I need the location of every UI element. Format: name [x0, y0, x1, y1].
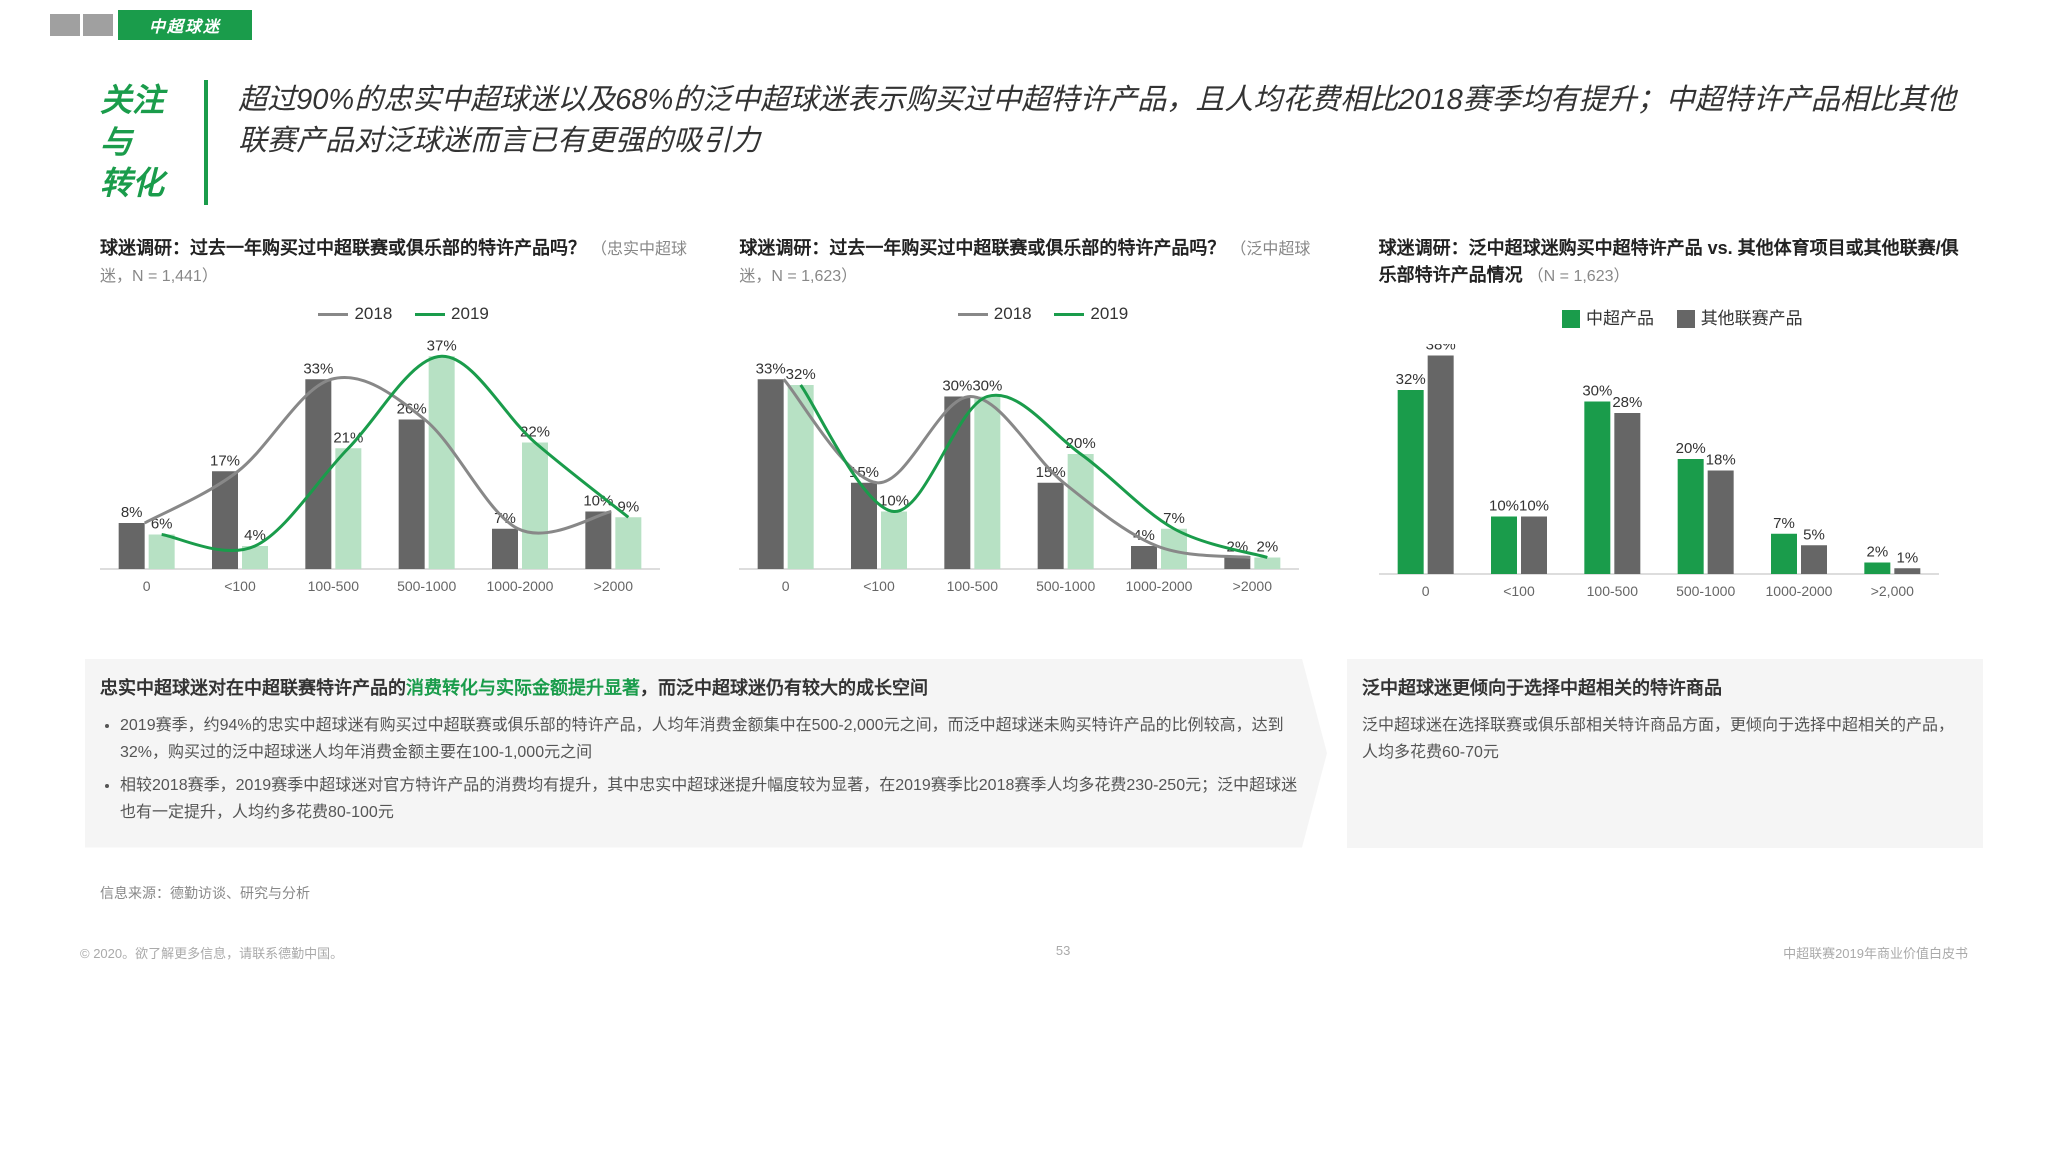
svg-text:33%: 33%	[756, 360, 786, 377]
svg-text:32%: 32%	[1395, 371, 1425, 388]
chart-1: 球迷调研：过去一年购买过中超联赛或俱乐部的特许产品吗？ （忠实中超球迷，N = …	[100, 235, 689, 634]
svg-text:1000-2000: 1000-2000	[1765, 583, 1832, 599]
svg-text:30%: 30%	[1582, 382, 1612, 399]
svg-text:>2000: >2000	[594, 578, 634, 594]
svg-text:100-500: 100-500	[308, 578, 360, 594]
svg-text:100-500: 100-500	[1586, 583, 1638, 599]
chart-3: 球迷调研：泛中超球迷购买中超特许产品 vs. 其他体育项目或其他联赛/俱乐部特许…	[1379, 235, 1968, 634]
svg-text:100-500: 100-500	[947, 578, 999, 594]
svg-text:<100: <100	[224, 578, 256, 594]
svg-text:>2000: >2000	[1233, 578, 1273, 594]
svg-text:0: 0	[1421, 583, 1429, 599]
header-right: 超过90%的忠实中超球迷以及68%的泛中超球迷表示购买过中超特许产品，且人均花费…	[208, 80, 1968, 205]
svg-text:1%: 1%	[1896, 549, 1918, 566]
summary-right: 泛中超球迷更倾向于选择中超相关的特许商品 泛中超球迷在选择联赛或俱乐部相关特许商…	[1362, 674, 1968, 833]
svg-text:28%: 28%	[1612, 394, 1642, 411]
svg-text:2%: 2%	[1866, 543, 1888, 560]
svg-text:37%: 37%	[427, 339, 457, 354]
svg-text:1000-2000: 1000-2000	[487, 578, 554, 594]
chart-2-title: 球迷调研：过去一年购买过中超联赛或俱乐部的特许产品吗？ （泛中超球迷，N = 1…	[739, 235, 1328, 289]
svg-text:2%: 2%	[1257, 538, 1279, 555]
svg-text:33%: 33%	[303, 360, 333, 377]
page-footer: © 2020。欲了解更多信息，请联系德勤中国。 53 中超联赛2019年商业价值…	[80, 943, 1968, 962]
chart-1-legend: 2018 2019	[100, 304, 689, 324]
chart-2: 球迷调研：过去一年购买过中超联赛或俱乐部的特许产品吗？ （泛中超球迷，N = 1…	[739, 235, 1328, 634]
summary-right-body: 泛中超球迷在选择联赛或俱乐部相关特许商品方面，更倾向于选择中超相关的产品，人均多…	[1362, 712, 1968, 766]
footer-page-number: 53	[1056, 943, 1070, 962]
tab-grey-1	[50, 14, 80, 36]
svg-text:8%: 8%	[121, 504, 143, 521]
footer-right: 中超联赛2019年商业价值白皮书	[1783, 943, 1968, 962]
chart-1-title: 球迷调研：过去一年购买过中超联赛或俱乐部的特许产品吗？ （忠实中超球迷，N = …	[100, 235, 689, 289]
svg-text:500-1000: 500-1000	[397, 578, 456, 594]
svg-text:500-1000: 500-1000	[1676, 583, 1735, 599]
header-left: 关注与 转化	[100, 80, 208, 205]
svg-text:>2,000: >2,000	[1870, 583, 1913, 599]
source-text: 信息来源：德勤访谈、研究与分析	[100, 883, 2048, 903]
summary-left-title: 忠实中超球迷对在中超联赛特许产品的消费转化与实际金额提升显著，而泛中超球迷仍有较…	[100, 674, 1312, 700]
chart-3-legend: 中超产品 其他联赛产品	[1379, 304, 1968, 329]
svg-text:0: 0	[782, 578, 790, 594]
svg-text:20%: 20%	[1066, 435, 1096, 452]
svg-text:500-1000: 500-1000	[1036, 578, 1095, 594]
svg-text:30%: 30%	[973, 377, 1003, 394]
tab-active: 中超球迷	[118, 10, 252, 40]
svg-text:20%: 20%	[1675, 440, 1705, 457]
summary-row: 忠实中超球迷对在中超联赛特许产品的消费转化与实际金额提升显著，而泛中超球迷仍有较…	[100, 674, 1968, 833]
svg-text:32%: 32%	[786, 366, 816, 383]
summary-left: 忠实中超球迷对在中超联赛特许产品的消费转化与实际金额提升显著，而泛中超球迷仍有较…	[100, 674, 1312, 833]
svg-text:10%: 10%	[1489, 497, 1519, 514]
top-tabs: 中超球迷	[0, 0, 2048, 40]
footer-left: © 2020。欲了解更多信息，请联系德勤中国。	[80, 943, 343, 962]
tab-grey-2	[83, 14, 113, 36]
svg-text:5%: 5%	[1803, 526, 1825, 543]
svg-text:18%: 18%	[1705, 451, 1735, 468]
svg-text:1000-2000: 1000-2000	[1126, 578, 1193, 594]
summary-left-body: 2019赛季，约94%的忠实中超球迷有购买过中超联赛或俱乐部的特许产品，人均年消…	[100, 712, 1312, 827]
svg-text:7%: 7%	[1773, 515, 1795, 532]
svg-text:17%: 17%	[210, 452, 240, 469]
charts-row: 球迷调研：过去一年购买过中超联赛或俱乐部的特许产品吗？ （忠实中超球迷，N = …	[100, 235, 1968, 634]
chart-3-title: 球迷调研：泛中超球迷购买中超特许产品 vs. 其他体育项目或其他联赛/俱乐部特许…	[1379, 235, 1968, 289]
svg-text:<100: <100	[864, 578, 896, 594]
svg-text:38%: 38%	[1425, 344, 1455, 354]
svg-text:10%: 10%	[1519, 497, 1549, 514]
svg-text:0: 0	[143, 578, 151, 594]
page-header: 关注与 转化 超过90%的忠实中超球迷以及68%的泛中超球迷表示购买过中超特许产…	[100, 80, 1968, 205]
svg-text:30%: 30%	[943, 377, 973, 394]
svg-text:<100: <100	[1503, 583, 1535, 599]
summary-right-title: 泛中超球迷更倾向于选择中超相关的特许商品	[1362, 674, 1968, 700]
chart-2-legend: 2018 2019	[739, 304, 1328, 324]
